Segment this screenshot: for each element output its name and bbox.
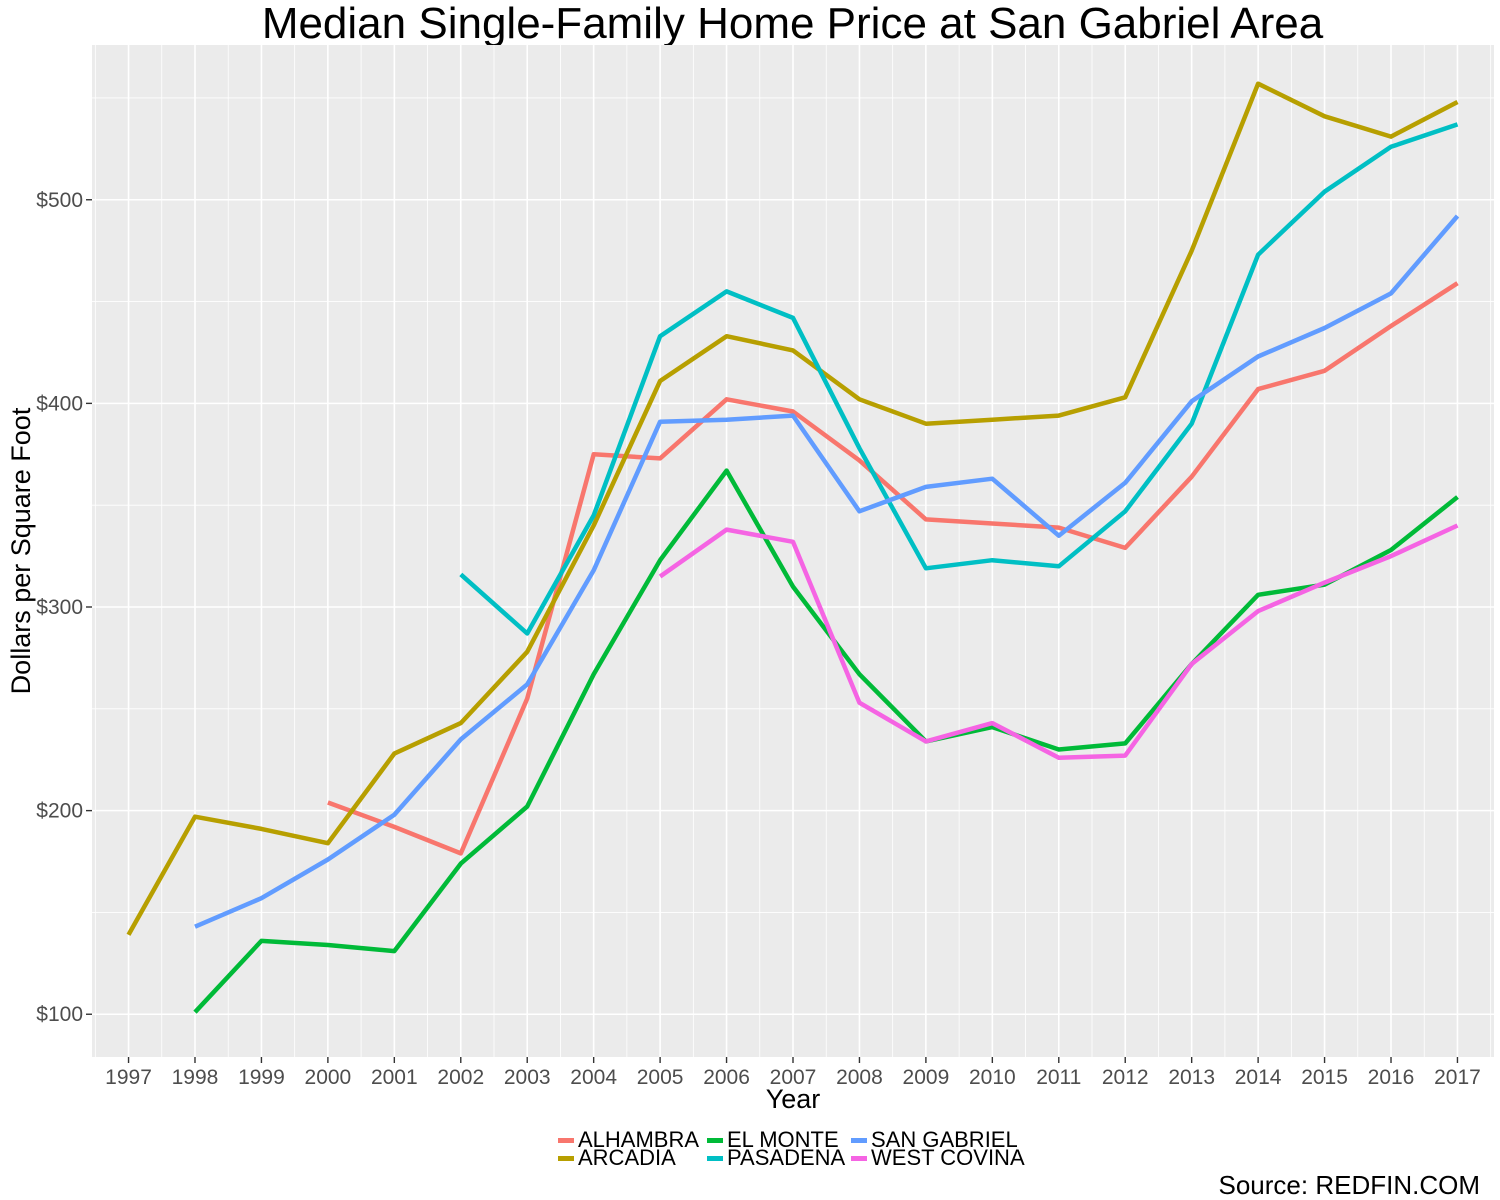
- x-tick-label: 1999: [238, 1066, 285, 1089]
- legend-swatch: [851, 1137, 867, 1143]
- series-line-arcadia: [126, 81, 1459, 936]
- legend-label: WEST COVINA: [871, 1145, 1025, 1170]
- x-tick-label: 2011: [1036, 1066, 1081, 1089]
- legend-item: SAN GABRIEL: [851, 1127, 1018, 1152]
- x-tick-label: 2012: [1102, 1066, 1149, 1089]
- x-tick-label: 2016: [1368, 1066, 1415, 1089]
- grid-major: [92, 45, 1494, 1057]
- source-caption: Source: REDFIN.COM: [1218, 1170, 1481, 1200]
- y-tick-label: $200: [36, 800, 83, 823]
- series-line-el-monte: [193, 468, 1459, 1014]
- series-lines: [126, 81, 1460, 1014]
- legend-swatch: [558, 1155, 574, 1161]
- series-line-west-covina: [658, 523, 1459, 760]
- legend-label: ALHAMBRA: [578, 1127, 700, 1152]
- series-line-pasadena: [459, 122, 1459, 636]
- x-tick-label: 2005: [637, 1066, 684, 1089]
- x-axis: 1997 1998 1999 2000 2001 2002 2003 2004 2005 2006…: [105, 1057, 1481, 1089]
- legend-item: PASADENA: [707, 1145, 846, 1170]
- legend: ALHAMBRA ARCADIA EL MONTE PASADENA SAN G…: [558, 1124, 1078, 1170]
- legend-label: EL MONTE: [727, 1127, 839, 1152]
- legend-label: SAN GABRIEL: [871, 1127, 1018, 1152]
- x-tick-label: 1998: [172, 1066, 219, 1089]
- x-tick-label: 2003: [504, 1066, 551, 1089]
- x-tick-label: 2017: [1434, 1066, 1481, 1089]
- legend-swatch: [851, 1155, 867, 1161]
- x-tick-label: 2001: [371, 1066, 418, 1089]
- x-tick-label: 2007: [770, 1066, 817, 1089]
- legend-item: EL MONTE: [707, 1127, 839, 1152]
- x-tick-label: 2014: [1235, 1066, 1282, 1089]
- legend-label: ARCADIA: [578, 1145, 676, 1170]
- legend-item: ARCADIA: [558, 1145, 676, 1170]
- x-tick-label: 2015: [1301, 1066, 1348, 1089]
- x-tick-label: 2000: [305, 1066, 352, 1089]
- legend-swatch: [707, 1137, 723, 1143]
- y-tick-label: $100: [36, 1003, 83, 1026]
- series-line-san-gabriel: [194, 214, 1460, 929]
- x-tick-label: 2010: [969, 1066, 1016, 1089]
- y-axis: $100 $200 $300 $400 $500: [36, 189, 92, 1026]
- x-tick-label: 2004: [570, 1066, 617, 1089]
- x-tick-label: 2008: [836, 1066, 883, 1089]
- legend-swatch: [707, 1155, 723, 1161]
- y-tick-label: $400: [36, 392, 83, 415]
- chart-title: Median Single-Family Home Price at San G…: [261, 0, 1324, 48]
- legend-label: PASADENA: [727, 1145, 846, 1170]
- y-tick-label: $300: [36, 596, 83, 619]
- x-tick-label: 2002: [437, 1066, 484, 1089]
- x-tick-label: 2013: [1168, 1066, 1215, 1089]
- x-tick-label: 2009: [903, 1066, 950, 1089]
- y-tick-label: $500: [36, 189, 83, 212]
- x-tick-label: 2006: [703, 1066, 750, 1089]
- legend-item: WEST COVINA: [851, 1145, 1025, 1170]
- y-axis-title: Dollars per Square Foot: [6, 407, 36, 694]
- x-axis-title: Year: [766, 1084, 821, 1114]
- legend-swatch: [558, 1137, 574, 1143]
- series-line-alhambra: [327, 281, 1459, 856]
- legend-item: ALHAMBRA: [558, 1127, 700, 1152]
- x-tick-label: 1997: [105, 1066, 152, 1089]
